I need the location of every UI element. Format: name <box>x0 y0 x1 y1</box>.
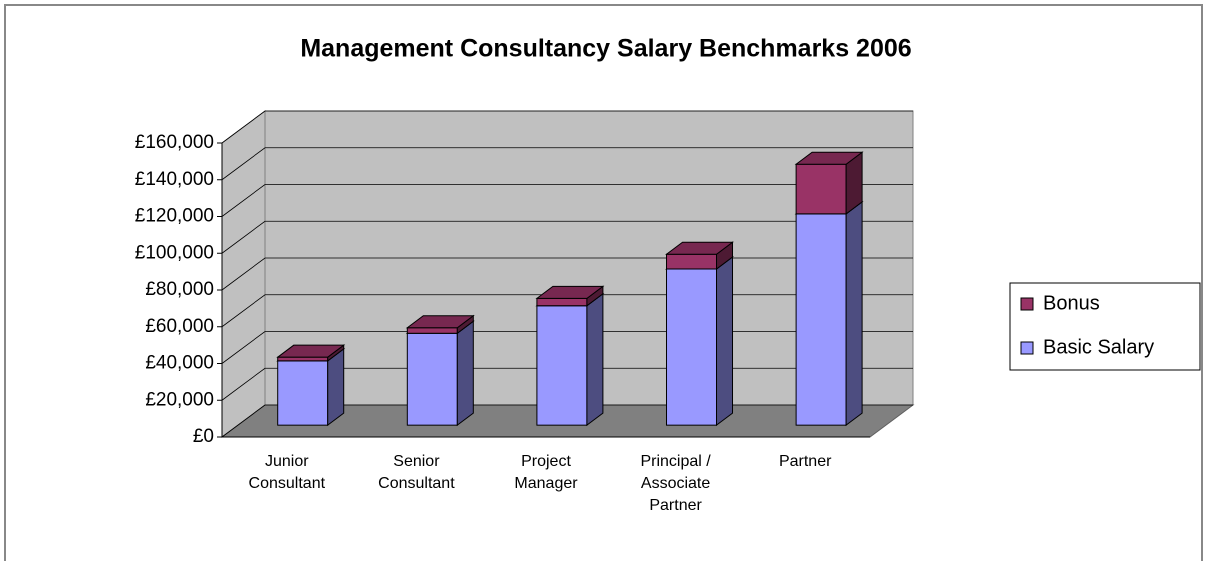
bar-top <box>535 285 605 299</box>
bar-side <box>456 320 474 427</box>
x-tick-label: Junior Consultant <box>248 453 326 492</box>
legend-label: Basic Salary <box>1043 336 1154 358</box>
y-tick-label: £140,000 <box>135 169 214 190</box>
bar-segment <box>536 297 588 307</box>
legend-swatch <box>1020 297 1034 311</box>
legend-swatch <box>1020 341 1034 355</box>
y-tick-label: £20,000 <box>145 389 214 410</box>
bar-top <box>276 344 346 358</box>
grid-line <box>221 220 913 254</box>
x-tick-label: Partner <box>778 453 832 470</box>
legend-box <box>1009 282 1201 371</box>
y-tick-label: £0 <box>193 426 214 447</box>
y-tick-label: £40,000 <box>145 353 214 374</box>
bar-segment <box>277 356 329 362</box>
y-tick-label: £80,000 <box>145 279 214 300</box>
bar-segment <box>536 305 588 426</box>
y-tick-label: £60,000 <box>145 316 214 337</box>
bar-side <box>327 347 345 427</box>
bar-segment <box>406 327 458 334</box>
bar-side <box>586 292 604 427</box>
bar-segment <box>406 332 458 426</box>
bar-top <box>665 241 735 255</box>
bar-side <box>845 200 863 427</box>
y-tick-label: £120,000 <box>135 206 214 227</box>
y-tick-label: £160,000 <box>135 132 214 153</box>
grid-line <box>221 110 913 144</box>
bar-segment <box>795 163 847 215</box>
x-tick-label: Principal / Associate Partner <box>640 453 711 514</box>
bar-segment <box>277 360 329 426</box>
grid-line <box>221 147 913 181</box>
x-tick-label: Senior Consultant <box>378 453 455 492</box>
bar-top <box>794 151 864 165</box>
grid-line <box>221 184 913 217</box>
chart-title: Management Consultancy Salary Benchmarks… <box>300 35 911 63</box>
legend-label: Bonus <box>1043 292 1100 314</box>
bar-segment <box>666 268 718 426</box>
y-tick-label: £100,000 <box>135 242 214 263</box>
bar-segment <box>795 213 847 426</box>
bar-top <box>405 315 475 329</box>
x-tick-label: Project Manager <box>514 453 578 492</box>
bar-side <box>716 255 734 427</box>
bar-segment <box>666 253 718 270</box>
